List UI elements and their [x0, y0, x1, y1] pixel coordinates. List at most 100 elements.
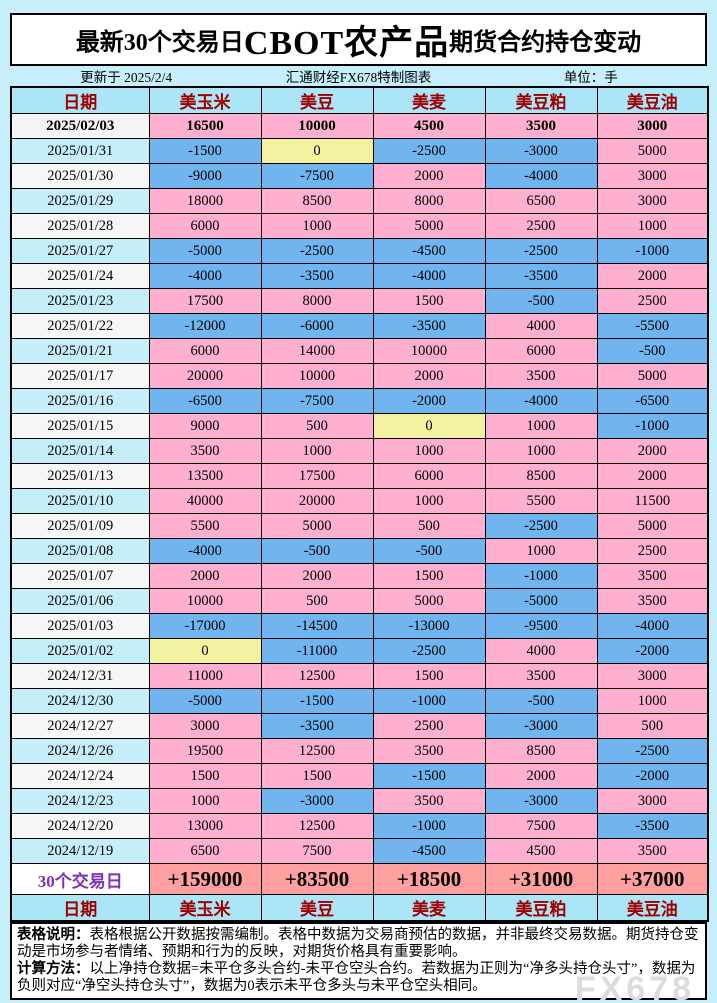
table-row: 2025/01/09 5500 5000 500 -2500 5000	[10, 513, 709, 539]
value-cell: 3000	[596, 163, 709, 189]
value-cell: -4000	[484, 388, 598, 414]
column-header: 美豆油	[596, 86, 709, 114]
value-cell: -3500	[260, 263, 374, 289]
summary-value: +18500	[372, 863, 486, 895]
value-cell: 7500	[484, 813, 598, 839]
value-cell: 6500	[484, 188, 598, 214]
value-cell: 1000	[596, 688, 709, 714]
header-row: 日期 美玉米 美豆 美麦 美豆粕 美豆油	[10, 894, 709, 922]
value-cell: 17500	[260, 463, 374, 489]
table-row: 2025/01/07 2000 2000 1500 -1000 3500	[10, 563, 709, 589]
value-cell: 11500	[596, 488, 709, 514]
value-cell: -12000	[148, 313, 262, 339]
note-table-description: 表格说明：表格根据公开数据按需编制。表格中数据为交易商预估的数据，并非最终交易数…	[17, 927, 700, 961]
value-cell: 3500	[596, 588, 709, 614]
value-cell: -5000	[484, 588, 598, 614]
date-cell: 2025/01/31	[10, 138, 150, 164]
table-row: 2025/01/06 10000 500 5000 -5000 3500	[10, 588, 709, 614]
value-cell: 1500	[372, 563, 486, 589]
value-cell: 1000	[260, 213, 374, 239]
value-cell: 8500	[484, 738, 598, 764]
value-cell: 10000	[260, 113, 374, 139]
date-cell: 2025/01/28	[10, 213, 150, 239]
column-header: 日期	[10, 894, 150, 922]
value-cell: 3500	[484, 663, 598, 689]
column-header: 美麦	[372, 86, 486, 114]
date-cell: 2025/01/10	[10, 488, 150, 514]
value-cell: -4500	[372, 238, 486, 264]
value-cell: 3000	[596, 113, 709, 139]
value-cell: -4000	[148, 263, 262, 289]
header-row: 日期 美玉米 美豆 美麦 美豆粕 美豆油	[10, 86, 709, 114]
date-cell: 2024/12/26	[10, 738, 150, 764]
table-footer: 30个交易日 +159000 +83500 +18500 +31000 +37000 日期美…	[10, 863, 709, 922]
value-cell: 10000	[260, 363, 374, 389]
column-header: 美豆	[260, 86, 374, 114]
value-cell: 1000	[484, 413, 598, 439]
table-row: 2025/01/30 -9000 -7500 2000 -4000 3000	[10, 163, 709, 189]
date-cell: 2025/01/08	[10, 538, 150, 564]
value-cell: -7500	[260, 163, 374, 189]
date-cell: 2024/12/19	[10, 838, 150, 864]
value-cell: 40000	[148, 488, 262, 514]
value-cell: 3500	[372, 738, 486, 764]
value-cell: 4000	[484, 313, 598, 339]
value-cell: 6000	[148, 213, 262, 239]
title-suffix: 期货合约持仓变动	[449, 30, 642, 56]
value-cell: -14500	[260, 613, 374, 639]
value-cell: -1000	[484, 563, 598, 589]
column-header: 美麦	[372, 894, 486, 922]
value-cell: 6000	[372, 463, 486, 489]
value-cell: 2500	[596, 288, 709, 314]
date-cell: 2025/01/24	[10, 263, 150, 289]
date-cell: 2025/01/02	[10, 638, 150, 664]
value-cell: 2000	[596, 438, 709, 464]
date-cell: 2025/01/13	[10, 463, 150, 489]
value-cell: -4000	[148, 538, 262, 564]
value-cell: -6000	[260, 313, 374, 339]
value-cell: 10000	[148, 588, 262, 614]
date-cell: 2025/01/23	[10, 288, 150, 314]
value-cell: -9000	[148, 163, 262, 189]
column-header: 美豆	[260, 894, 374, 922]
summary-row: 30个交易日 +159000 +83500 +18500 +31000 +37000	[10, 863, 709, 895]
table-row: 2025/01/14 3500 1000 1000 1000 2000	[10, 438, 709, 464]
table-row: 2025/01/29 18000 8500 8000 6500 3000	[10, 188, 709, 214]
value-cell: 5500	[148, 513, 262, 539]
value-cell: 1000	[372, 438, 486, 464]
value-cell: 3000	[148, 713, 262, 739]
value-cell: 12500	[260, 663, 374, 689]
date-cell: 2025/01/21	[10, 338, 150, 364]
value-cell: -11000	[260, 638, 374, 664]
value-cell: -2000	[596, 763, 709, 789]
value-cell: 2000	[596, 263, 709, 289]
date-cell: 2024/12/20	[10, 813, 150, 839]
date-cell: 2025/01/06	[10, 588, 150, 614]
value-cell: 5000	[596, 363, 709, 389]
table-row: 2024/12/27 3000 -3500 2500 -3000 500	[10, 713, 709, 739]
date-cell: 2025/01/15	[10, 413, 150, 439]
value-cell: 0	[372, 413, 486, 439]
table-row: 2025/01/03 -17000 -14500 -13000 -9500 -4000	[10, 613, 709, 639]
date-cell: 2025/01/03	[10, 613, 150, 639]
value-cell: 500	[372, 513, 486, 539]
value-cell: -6500	[596, 388, 709, 414]
value-cell: 5500	[484, 488, 598, 514]
table-row: 2025/01/28 6000 1000 5000 2500 1000	[10, 213, 709, 239]
value-cell: 500	[260, 588, 374, 614]
value-cell: 10000	[372, 338, 486, 364]
value-cell: -5000	[148, 688, 262, 714]
value-cell: 4500	[484, 838, 598, 864]
value-cell: 500	[260, 413, 374, 439]
table-row: 2025/01/10 40000 20000 1000 5500 11500	[10, 488, 709, 514]
value-cell: 3000	[596, 663, 709, 689]
value-cell: 14000	[260, 338, 374, 364]
date-cell: 2024/12/30	[10, 688, 150, 714]
value-cell: -3000	[484, 138, 598, 164]
summary-value: +83500	[260, 863, 374, 895]
value-cell: -2500	[372, 638, 486, 664]
value-cell: -1000	[596, 413, 709, 439]
value-cell: -3500	[260, 713, 374, 739]
summary-value: +37000	[596, 863, 709, 895]
value-cell: 5000	[260, 513, 374, 539]
